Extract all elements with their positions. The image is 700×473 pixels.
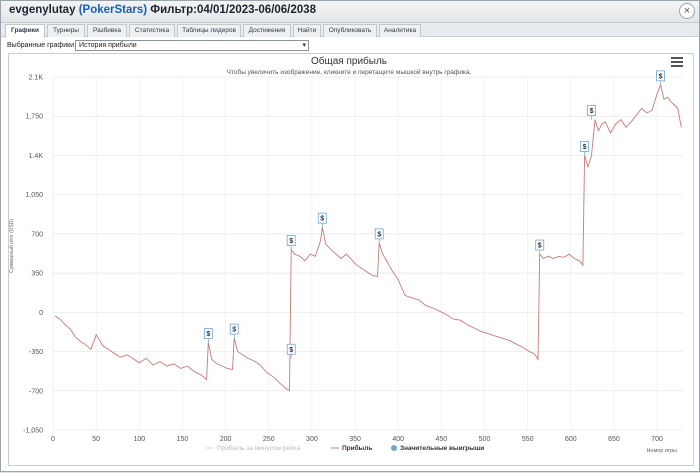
tab-achievements[interactable]: Достижения: [243, 24, 291, 37]
tab-statistics[interactable]: Статистика: [129, 24, 175, 37]
chart-container[interactable]: [8, 53, 694, 466]
chevron-down-icon: ▾: [302, 42, 306, 49]
graph-select-value: История прибыли: [79, 42, 137, 49]
tab-find[interactable]: Найти: [293, 24, 321, 37]
tab-analytics[interactable]: Аналитика: [379, 24, 421, 37]
graph-select[interactable]: История прибыли ▾: [75, 40, 309, 51]
tab-graphs[interactable]: Графики: [5, 24, 45, 38]
window-title: evgenylutay (PokerStars) Фильтр:04/01/20…: [9, 4, 316, 16]
tab-leaderboards[interactable]: Таблицы лидеров: [177, 24, 241, 37]
title-bar: evgenylutay (PokerStars) Фильтр:04/01/20…: [1, 1, 699, 23]
tab-breakdown[interactable]: Разбивка: [87, 24, 127, 37]
site-name: (PokerStars): [78, 4, 148, 16]
chart-menu-icon[interactable]: [671, 57, 683, 67]
username: evgenylutay: [9, 4, 76, 16]
graph-selector-label: Выбранные графики:: [7, 42, 77, 49]
close-button[interactable]: ×: [679, 3, 695, 19]
tab-bar: Графики Турниры Разбивка Статистика Табл…: [1, 23, 699, 38]
tab-publish[interactable]: Опубликовать: [323, 24, 377, 37]
tab-tournaments[interactable]: Турниры: [47, 24, 85, 37]
filter-range: Фильтр:04/01/2023-06/06/2038: [150, 4, 316, 16]
